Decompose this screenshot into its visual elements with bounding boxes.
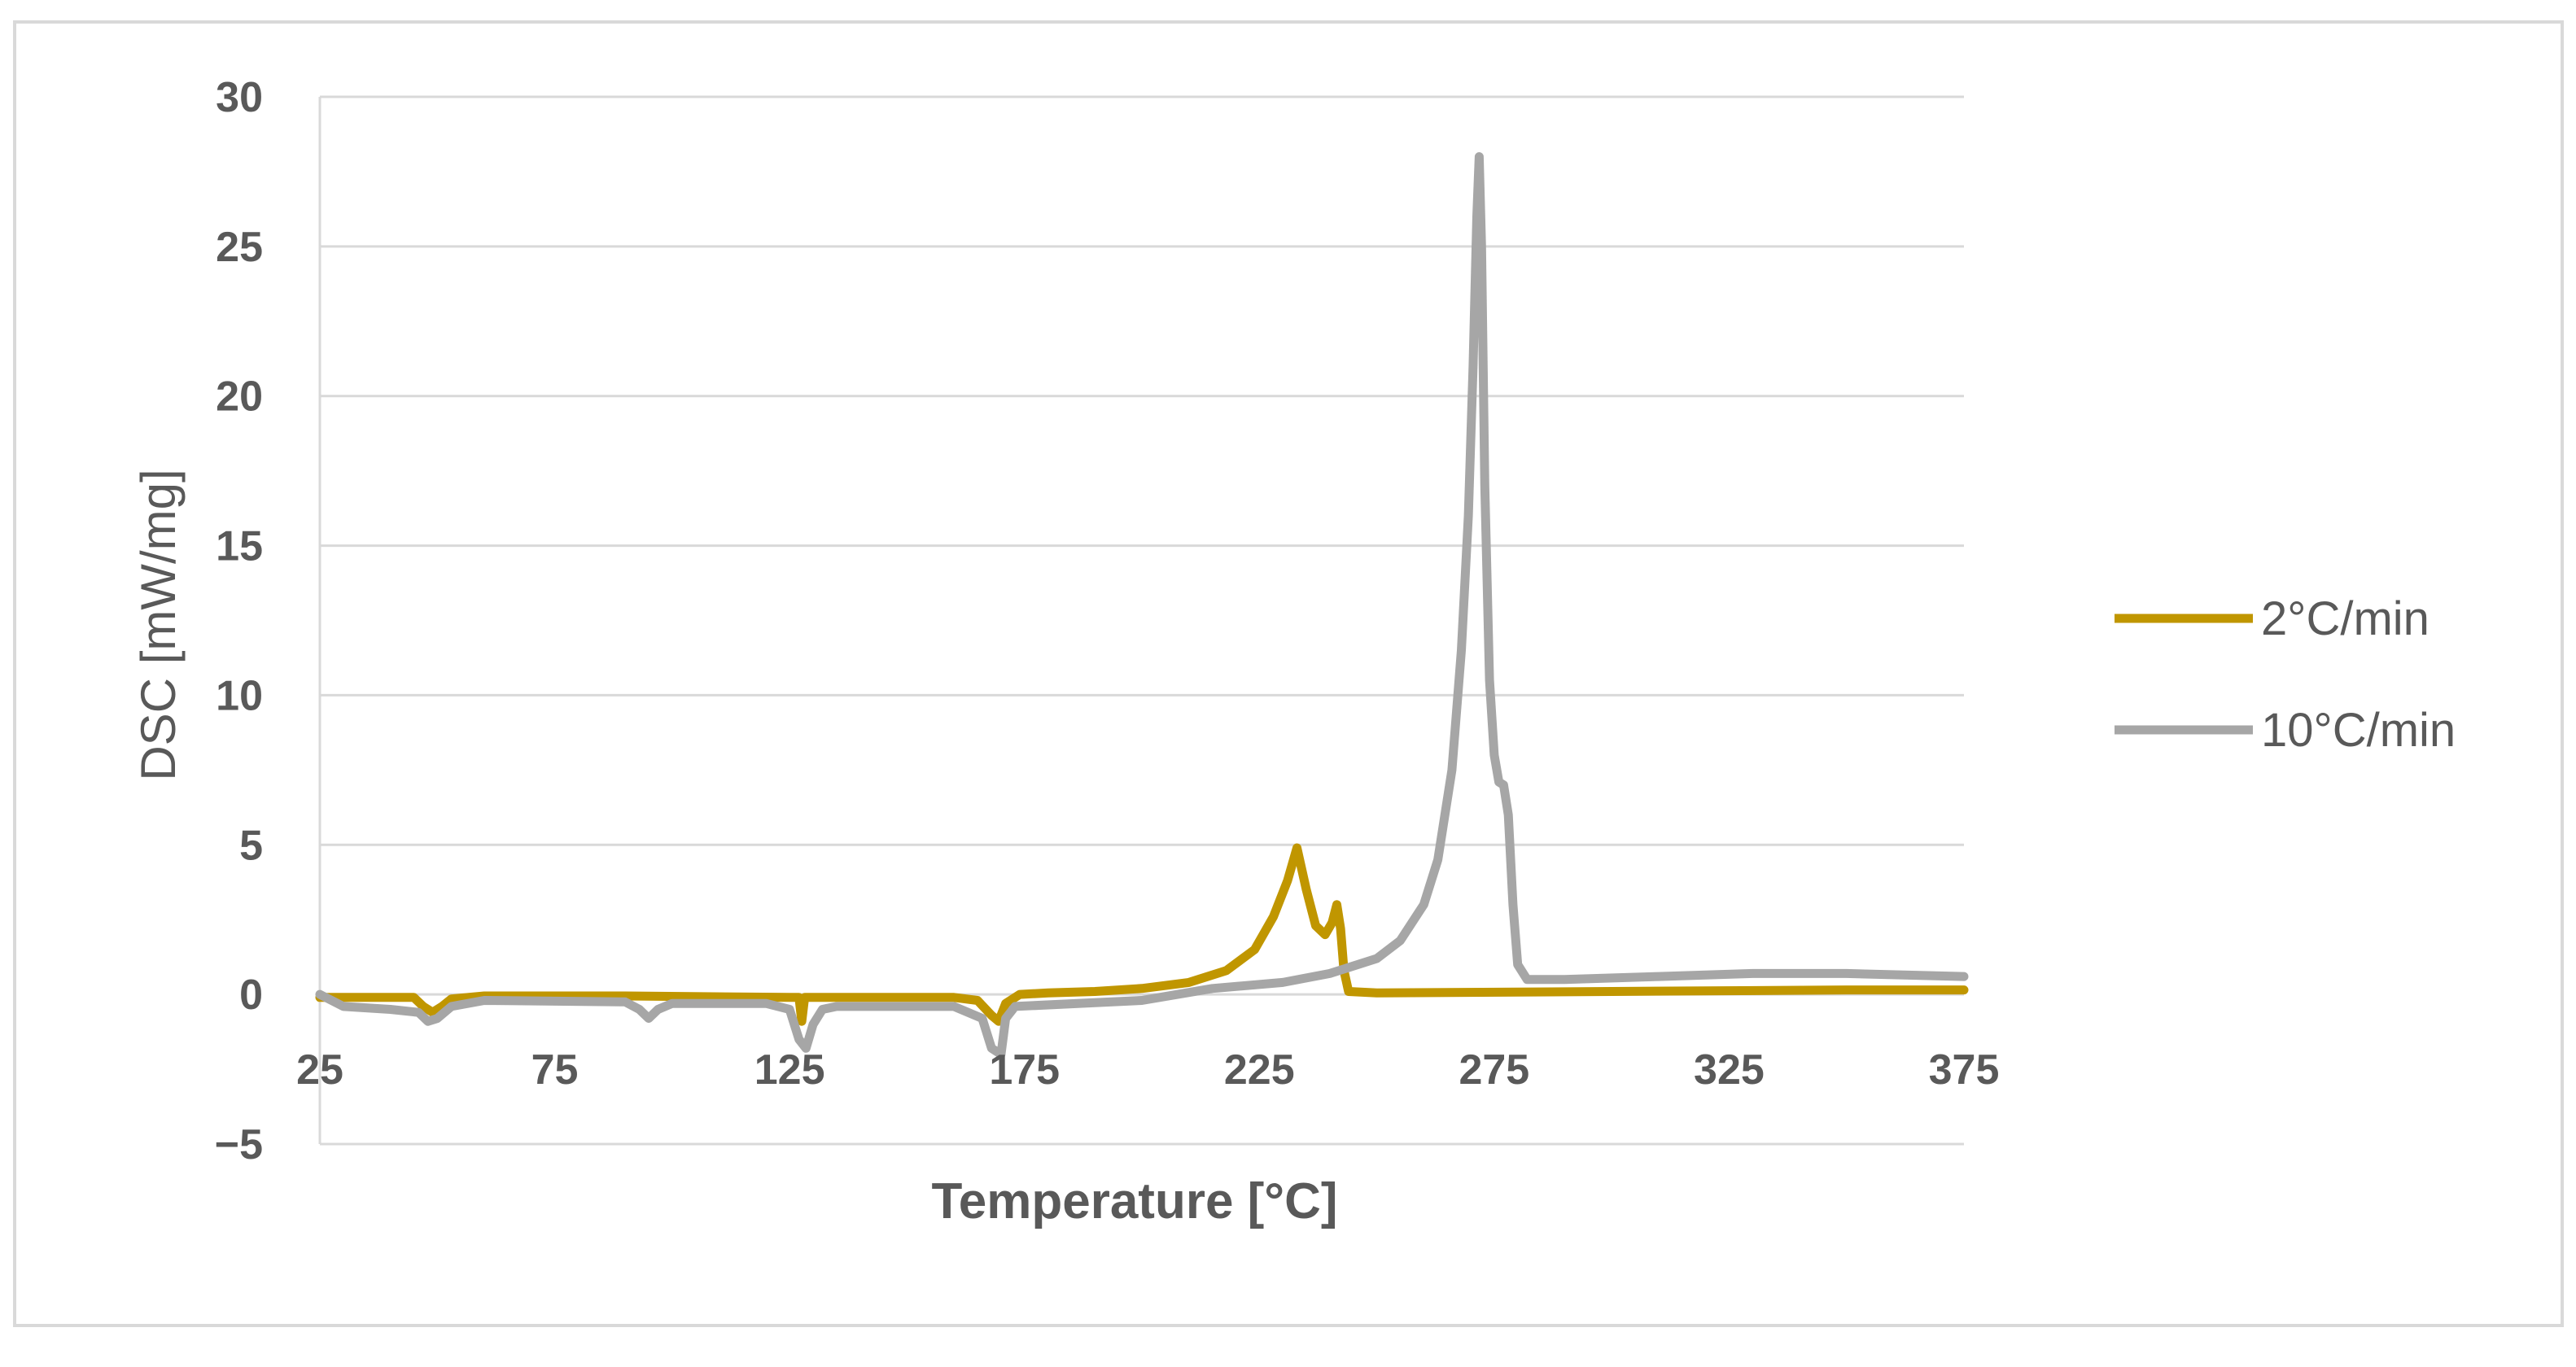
x-tick-label: 275 [1459,1046,1529,1094]
x-tick-label: 125 [754,1046,825,1094]
y-tick-labels: −5 0 5 10 15 20 25 30 [215,74,263,1168]
y-tick-label: 5 [239,822,263,869]
x-tick-label: 325 [1694,1046,1765,1094]
legend-label: 10°C/min [2261,704,2456,757]
x-tick-label: 375 [1929,1046,2000,1094]
series-line-1 [315,843,1969,1026]
legend: 2°C/min 10°C/min [2115,592,2456,757]
x-tick-labels: 25 75 125 175 225 275 325 375 [296,1046,1999,1094]
gridlines [320,95,1964,846]
x-tick-label: 75 [531,1046,579,1094]
y-tick-label: −5 [215,1121,263,1168]
y-tick-label: 15 [216,523,263,570]
chart-border [13,20,2564,1327]
x-tick-label: 225 [1224,1046,1295,1094]
y-axis-title: DSC [mW/mg] [131,469,186,780]
x-axis-title: Temperature [°C] [931,1173,1337,1229]
series-lines [315,152,1969,1059]
x-tick-label: 175 [989,1046,1060,1094]
y-tick-label: 25 [216,224,263,271]
x-tick-label: 25 [296,1046,343,1094]
y-tick-label: 30 [216,74,263,121]
y-tick-label: 10 [216,672,263,719]
y-tick-label: 0 [239,972,263,1019]
y-tick-label: 20 [216,373,263,421]
legend-label: 2°C/min [2261,592,2429,645]
series-line-2 [315,152,1969,1059]
